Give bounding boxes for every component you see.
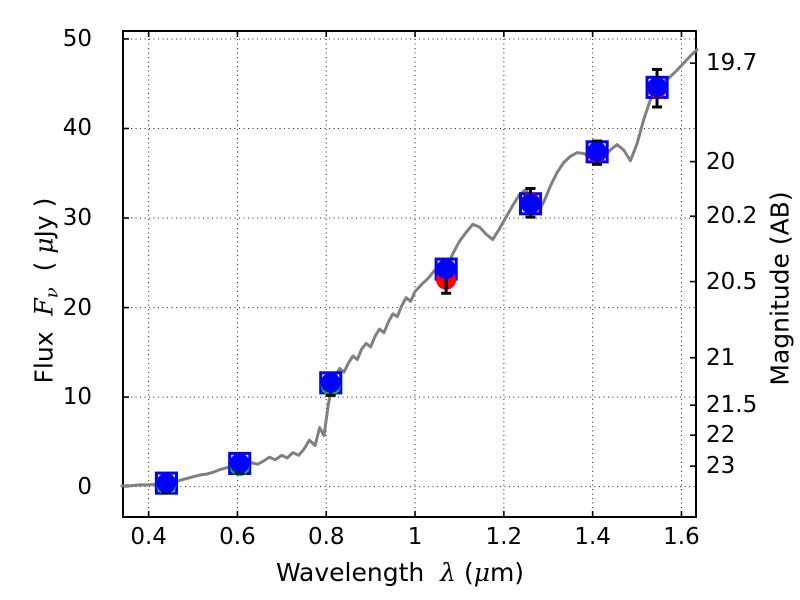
y-tick-label-left: 20	[62, 294, 92, 321]
x-tick-label: 1.2	[485, 524, 523, 550]
x-tick-label: 0.8	[307, 524, 345, 550]
x-tick-label: 0.6	[219, 524, 256, 550]
x-tick-label: 0.4	[130, 524, 167, 550]
y-tick-label-right: 20.5	[706, 268, 758, 295]
y-tick-label-left: 50	[62, 25, 92, 52]
y-tick-label-right: 23	[706, 453, 736, 480]
y-tick-label-left: 40	[62, 115, 92, 142]
y-tick-label-right: 21	[706, 344, 736, 371]
y-tick-label-right: 19.7	[706, 50, 758, 77]
y-tick-label-right: 20.2	[706, 203, 758, 230]
y-tick-label-right: 22	[706, 422, 736, 449]
y-tick-label-right: 20	[706, 148, 736, 175]
y-tick-label-left: 30	[62, 205, 92, 232]
y-tick-label-left: 10	[62, 384, 92, 411]
y-axis-label-right: Magnitude (AB)	[765, 191, 795, 386]
y-tick-label-right: 21.5	[706, 392, 758, 419]
x-axis-label: Wavelength λ (μm)	[275, 558, 525, 587]
x-tick-label: 1.4	[574, 524, 611, 550]
plot-frame	[122, 30, 697, 518]
x-tick-label: 1	[407, 524, 423, 550]
x-tick-label: 1.6	[663, 524, 700, 550]
y-axis-label-left: Flux Fν ( μJy )	[29, 197, 63, 384]
y-tick-label-left: 0	[77, 473, 92, 500]
